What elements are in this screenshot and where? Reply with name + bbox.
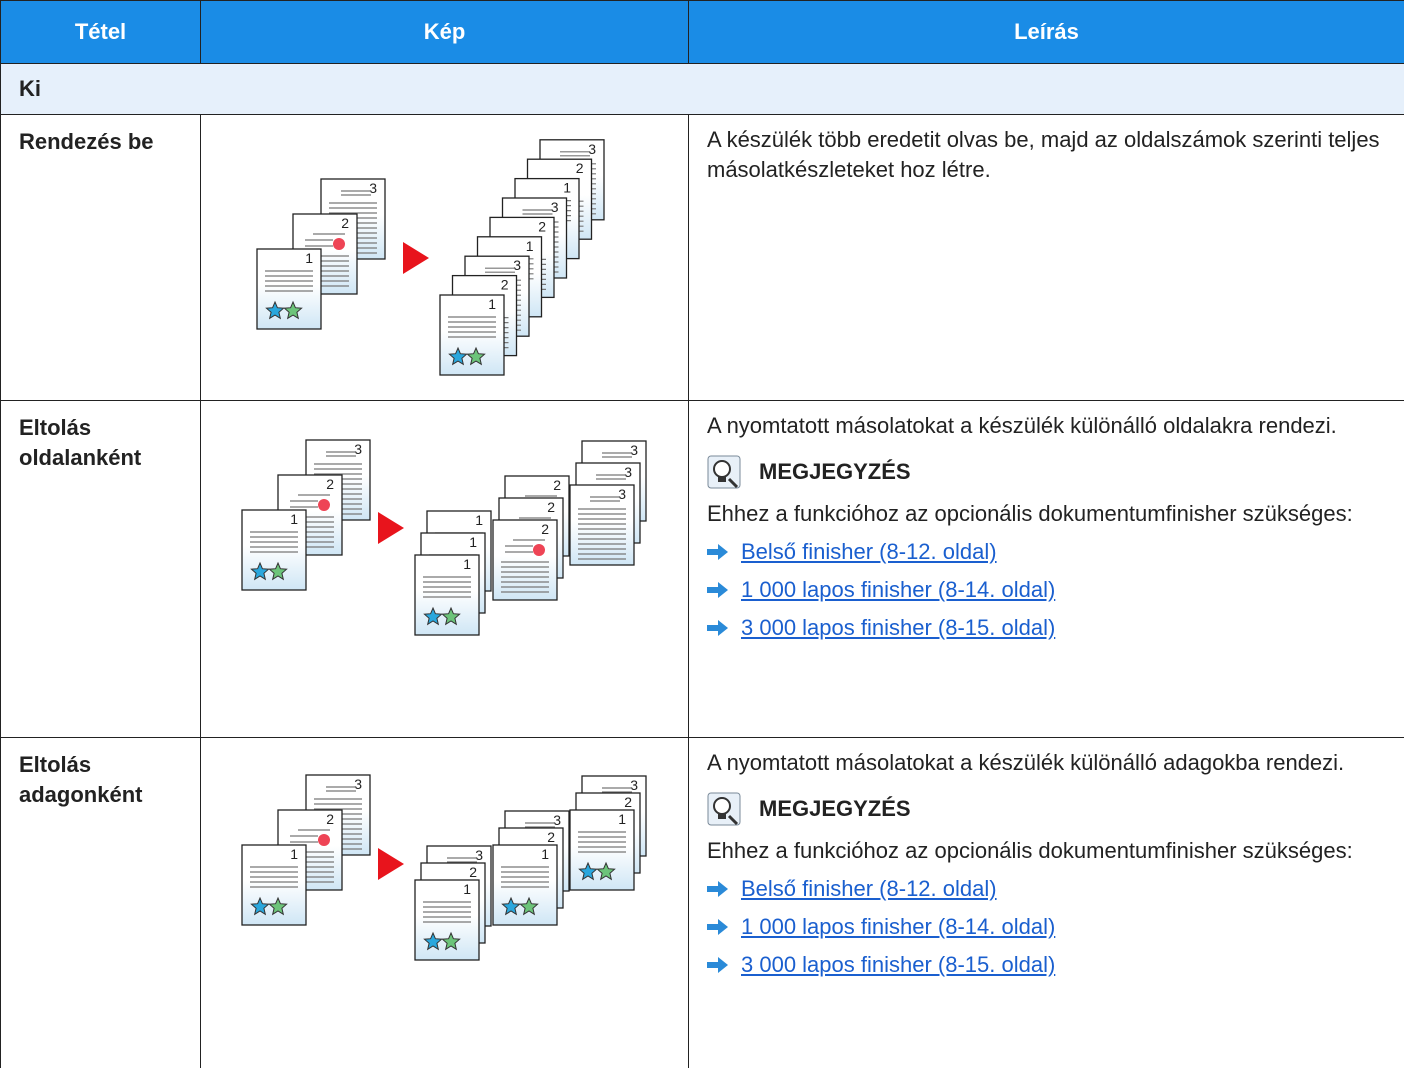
link-arrow — [707, 957, 728, 973]
description: A nyomtatott másolatokat a készülék külö… — [707, 413, 1337, 438]
description: A nyomtatott másolatokat a készülék külö… — [707, 750, 1345, 775]
section-label: Ki — [0, 63, 1404, 115]
image-cell — [200, 400, 689, 738]
link[interactable]: Belső finisher (8-12. oldal) — [741, 539, 997, 564]
header-cell: Leírás — [688, 0, 1404, 64]
link-arrow — [707, 582, 728, 598]
image-cell — [200, 114, 689, 401]
image-cell — [200, 737, 689, 1068]
description: A készülék több eredetit olvas be, majd … — [707, 127, 1380, 182]
link-arrow — [707, 544, 728, 560]
note-icon — [707, 792, 741, 826]
header-cell: Kép — [200, 0, 689, 64]
link[interactable]: Belső finisher (8-12. oldal) — [741, 876, 997, 901]
header-cell: Tétel — [0, 0, 201, 64]
link-arrow — [707, 620, 728, 636]
item: Rendezés be — [0, 114, 201, 401]
link[interactable]: 1 000 lapos finisher (8-14. oldal) — [741, 914, 1056, 939]
link-arrow — [707, 919, 728, 935]
note-title: MEGJEGYZÉS — [759, 796, 911, 821]
item: Eltolás adagonként — [0, 737, 201, 1068]
note-title: MEGJEGYZÉS — [759, 459, 911, 484]
header-row: Tétel Kép Leírás — [0, 0, 1404, 64]
link[interactable]: 1 000 lapos finisher (8-14. oldal) — [741, 577, 1056, 602]
item: Eltolás oldalanként — [0, 400, 201, 738]
note-text: Ehhez a funkcióhoz az opcionális dokumen… — [707, 838, 1353, 863]
note-text: Ehhez a funkcióhoz az opcionális dokumen… — [707, 501, 1353, 526]
link[interactable]: 3 000 lapos finisher (8-15. oldal) — [741, 615, 1056, 640]
link-arrow — [707, 881, 728, 897]
note-icon — [707, 455, 741, 489]
link[interactable]: 3 000 lapos finisher (8-15. oldal) — [741, 952, 1056, 977]
